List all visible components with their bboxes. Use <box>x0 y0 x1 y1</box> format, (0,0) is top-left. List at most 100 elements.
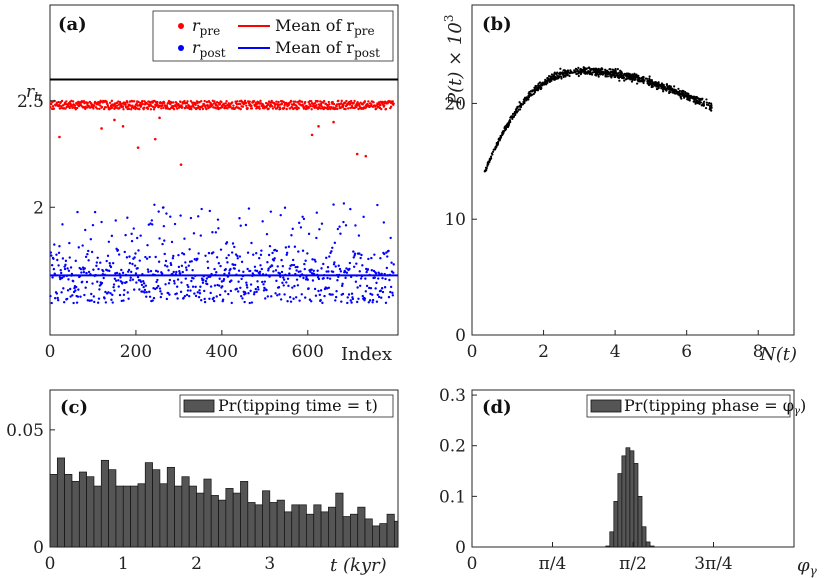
r-pre-point <box>239 107 242 111</box>
r-pre-point <box>380 107 383 111</box>
r-post-point <box>304 259 307 262</box>
r-pre-point <box>86 101 90 105</box>
r-pre-point <box>330 105 333 109</box>
c-x-tick-label: 2 <box>191 554 202 574</box>
r-pre-point <box>391 100 395 103</box>
r-post-point <box>189 216 193 220</box>
r-post-point <box>339 232 342 235</box>
r-post-point <box>319 289 323 292</box>
r-pre-point <box>218 102 222 106</box>
r-post-point <box>328 255 331 258</box>
tipping-time-bar <box>130 485 139 548</box>
r-pre-point <box>246 106 249 110</box>
np-point <box>656 87 659 91</box>
np-point <box>570 70 573 73</box>
r-post-point <box>219 248 223 251</box>
c-x-tick-label: 0 <box>45 554 56 574</box>
r-post-point <box>317 289 320 293</box>
np-point <box>629 78 632 81</box>
r-post-point <box>59 277 62 281</box>
y-axis-label-b: P(t) × 103 <box>442 15 466 106</box>
r-post-point <box>377 295 381 299</box>
np-point <box>618 79 621 82</box>
r-pre-point <box>367 100 370 103</box>
tipping-phase-bar <box>645 541 651 548</box>
r-post-point <box>103 297 106 300</box>
r-post-point <box>71 294 74 297</box>
np-point <box>705 103 709 106</box>
np-point <box>562 75 565 79</box>
r-post-point <box>345 267 348 270</box>
r-post-point <box>67 269 71 273</box>
r-post-point <box>353 252 357 255</box>
r-post-point <box>359 277 363 280</box>
r-post-point <box>92 268 95 271</box>
r-post-point <box>256 285 260 289</box>
threshold-label: rh <box>26 82 42 104</box>
a-y-tick-label: 2 <box>33 198 44 218</box>
r-pre-point <box>252 99 256 103</box>
np-point <box>705 101 708 104</box>
r-pre-point <box>363 100 367 103</box>
np-point <box>523 96 527 99</box>
np-point <box>699 101 703 104</box>
r-pre-point <box>328 103 331 106</box>
r-post-point <box>318 293 322 297</box>
r-post-point <box>320 222 324 225</box>
r-post-point <box>301 215 304 219</box>
legend-label-post: rpost <box>192 38 226 60</box>
d-y-tick-label: 0 <box>455 538 466 558</box>
r-post-point <box>68 287 72 291</box>
r-post-point <box>333 241 337 245</box>
r-post-point <box>267 253 271 257</box>
r-pre-point <box>229 105 232 108</box>
np-point <box>670 87 673 90</box>
r-post-point <box>319 298 322 302</box>
r-post-point <box>156 278 159 282</box>
np-point <box>575 72 578 76</box>
r-post-point <box>130 270 133 274</box>
r-post-point <box>388 278 391 282</box>
np-point <box>582 68 585 71</box>
r-post-point <box>75 301 79 304</box>
r-post-point <box>340 300 343 303</box>
r-post-point <box>344 276 347 280</box>
r-post-point <box>175 285 179 288</box>
r-post-point <box>342 202 346 205</box>
r-post-point <box>246 251 250 254</box>
r-pre-point <box>205 107 208 111</box>
r-post-point <box>247 207 251 210</box>
r-pre-point <box>374 107 378 110</box>
np-point <box>610 74 614 77</box>
r-post-point <box>146 268 150 271</box>
r-post-point <box>206 282 209 286</box>
r-post-point <box>91 282 94 285</box>
r-post-point <box>338 225 341 228</box>
np-point <box>630 80 634 83</box>
np-point <box>631 78 634 81</box>
np-point <box>518 101 521 104</box>
np-point <box>511 115 514 118</box>
r-post-point <box>361 264 364 267</box>
r-post-point <box>352 250 355 253</box>
r-post-point <box>93 300 96 304</box>
r-post-point <box>276 294 279 297</box>
r-post-point <box>325 270 328 273</box>
r-post-point <box>291 286 294 289</box>
r-pre-point <box>332 102 336 106</box>
r-pre-point <box>337 99 340 103</box>
r-post-point <box>383 286 387 289</box>
legend-box-c <box>179 394 394 418</box>
r-pre-point <box>292 100 295 103</box>
r-post-point <box>172 254 175 258</box>
r-post-point <box>331 246 334 249</box>
r-post-point <box>188 294 191 298</box>
r-post-point <box>145 257 149 260</box>
tipping-time-bar <box>64 474 73 548</box>
r-post-point <box>175 292 178 295</box>
np-point <box>488 158 491 162</box>
r-post-point <box>104 301 108 304</box>
r-post-point <box>133 256 136 259</box>
r-post-point <box>387 249 390 253</box>
r-post-point <box>107 291 110 294</box>
